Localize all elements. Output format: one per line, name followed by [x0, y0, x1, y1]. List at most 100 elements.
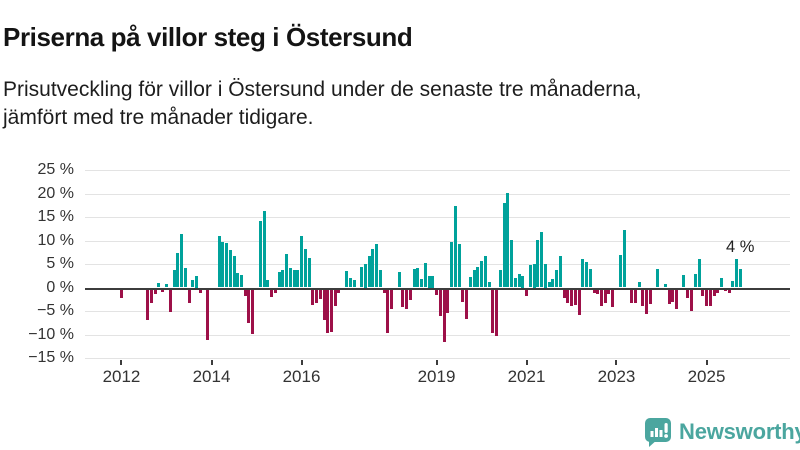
page-title: Priserna på villor steg i Östersund	[3, 22, 413, 53]
x-tick	[300, 360, 303, 365]
y-tick-label: 0 %	[46, 278, 74, 296]
x-tick-label: 2019	[417, 367, 456, 386]
bar	[442, 287, 446, 343]
bar	[588, 269, 592, 288]
bar	[225, 242, 228, 288]
lede-line-2: jämfört med tre månader tidigare.	[3, 106, 314, 129]
bar	[367, 256, 371, 288]
bar	[551, 279, 555, 288]
bar	[390, 287, 393, 310]
bar	[573, 287, 577, 305]
bar	[480, 260, 483, 288]
bar	[663, 283, 667, 288]
bar	[172, 270, 176, 288]
brand-footer: Newsworthy	[644, 417, 800, 447]
bar	[146, 287, 150, 320]
bar	[468, 277, 472, 288]
bar	[427, 275, 431, 288]
bar	[465, 287, 468, 319]
bar	[596, 287, 600, 294]
bar	[315, 287, 318, 304]
bar	[423, 262, 427, 288]
bar	[558, 256, 562, 288]
x-tick	[120, 360, 123, 365]
bar	[517, 273, 521, 288]
newsworthy-bars-icon	[645, 418, 671, 447]
bar	[243, 287, 247, 296]
bar	[285, 254, 288, 288]
x-tick-label: 2025	[687, 367, 726, 386]
bar	[187, 287, 191, 303]
gridline	[85, 264, 790, 265]
bar	[311, 287, 315, 305]
bar	[348, 278, 352, 288]
bar	[176, 253, 180, 288]
bar	[120, 287, 123, 299]
bar	[360, 266, 363, 288]
bar	[266, 280, 270, 288]
bar	[277, 272, 281, 288]
bar	[217, 236, 221, 288]
bar	[734, 259, 738, 288]
x-tick-label: 2023	[597, 367, 636, 386]
bar	[592, 287, 596, 293]
plot-area: 2012 2014 2016 2019 2021 2023 2025 4 %	[85, 170, 790, 386]
bar	[693, 273, 697, 288]
bar	[581, 259, 585, 288]
bar	[645, 287, 648, 314]
bar	[397, 271, 401, 288]
bar	[487, 282, 491, 288]
x-tick	[525, 360, 528, 365]
bar	[446, 287, 450, 313]
bar	[536, 240, 540, 288]
zero-axis-line	[85, 287, 790, 290]
bar	[547, 282, 551, 288]
bar	[382, 287, 386, 294]
bar	[270, 287, 273, 297]
bar	[183, 267, 187, 288]
x-tick-label: 2012	[102, 367, 141, 386]
bar	[333, 287, 337, 307]
bar	[300, 236, 303, 288]
bar	[705, 287, 708, 306]
bar	[641, 287, 645, 307]
bar	[495, 287, 498, 336]
bar	[633, 287, 637, 303]
bar	[198, 287, 202, 294]
x-tick-label: 2016	[282, 367, 321, 386]
y-tick-label: −5 %	[37, 302, 74, 319]
bar	[247, 287, 251, 323]
bar	[345, 270, 348, 288]
bar	[416, 268, 420, 288]
bar	[622, 230, 626, 288]
bar	[161, 287, 165, 292]
bar	[506, 193, 510, 288]
bar	[461, 287, 465, 302]
brand-name: Newsworthy	[679, 419, 800, 444]
y-tick-label: −15 %	[28, 349, 74, 366]
bar	[675, 287, 678, 310]
bar	[570, 287, 573, 307]
bar	[611, 287, 615, 308]
bar	[363, 264, 367, 288]
y-tick-label: −10 %	[28, 325, 74, 343]
bar	[648, 287, 652, 304]
bar	[288, 268, 292, 288]
bar	[386, 287, 390, 334]
y-tick-label: 20 %	[37, 184, 74, 202]
bar	[322, 287, 326, 320]
bar	[603, 287, 607, 303]
bar	[577, 287, 581, 315]
bar	[412, 269, 416, 288]
bar	[318, 287, 322, 300]
gridline	[85, 311, 790, 312]
bar	[697, 259, 701, 288]
bar	[420, 279, 423, 288]
bar	[281, 270, 285, 288]
bar	[168, 287, 172, 312]
bar	[228, 249, 232, 288]
bar	[431, 275, 435, 288]
bar	[671, 287, 675, 302]
x-tick-label: 2021	[507, 367, 546, 386]
